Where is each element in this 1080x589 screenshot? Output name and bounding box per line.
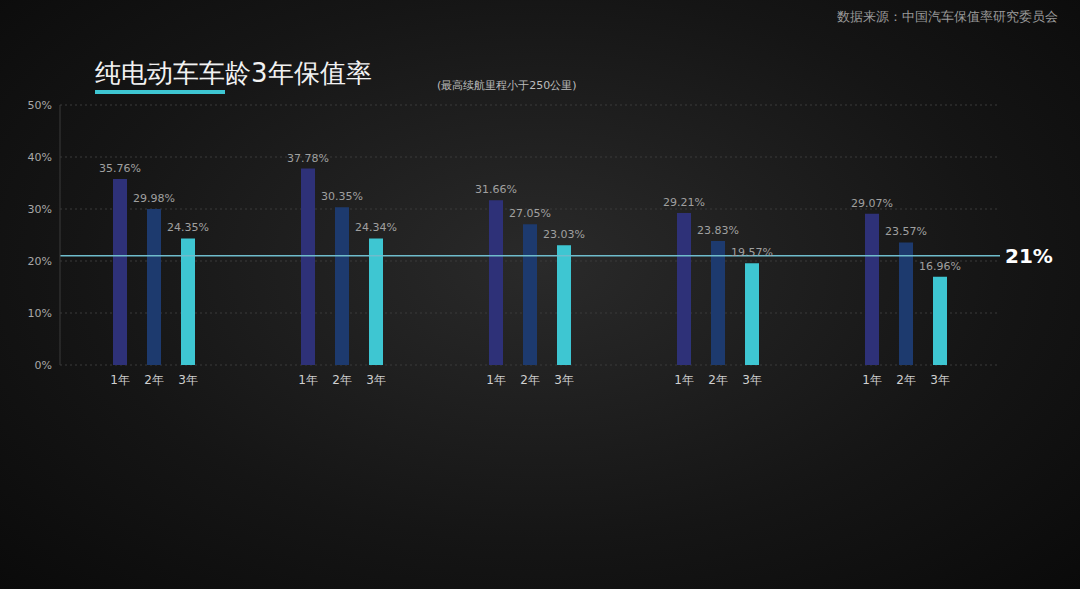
- svg-text:2年: 2年: [332, 373, 352, 387]
- svg-text:1年: 1年: [110, 373, 130, 387]
- svg-text:29.07%: 29.07%: [851, 197, 893, 210]
- svg-text:23.03%: 23.03%: [543, 228, 585, 241]
- svg-text:20%: 20%: [28, 255, 52, 268]
- svg-text:3年: 3年: [554, 373, 574, 387]
- svg-text:50%: 50%: [28, 99, 52, 112]
- svg-text:35.76%: 35.76%: [99, 162, 141, 175]
- svg-text:1年: 1年: [862, 373, 882, 387]
- svg-text:3年: 3年: [178, 373, 198, 387]
- svg-text:31.66%: 31.66%: [475, 183, 517, 196]
- svg-text:2年: 2年: [144, 373, 164, 387]
- svg-text:27.05%: 27.05%: [509, 207, 551, 220]
- svg-text:30.35%: 30.35%: [321, 190, 363, 203]
- html-text:数据来源：中国汽车保值率研究委员会: 数据来源：中国汽车保值率研究委员会: [837, 9, 1058, 24]
- svg-text:21%: 21%: [1005, 244, 1053, 268]
- svg-text:2年: 2年: [520, 373, 540, 387]
- svg-text:1年: 1年: [674, 373, 694, 387]
- svg-text:3年: 3年: [366, 373, 386, 387]
- svg-text:3年: 3年: [930, 373, 950, 387]
- svg-text:24.34%: 24.34%: [355, 221, 397, 234]
- svg-text:23.57%: 23.57%: [885, 225, 927, 238]
- svg-text:23.83%: 23.83%: [697, 224, 739, 237]
- svg-text:10%: 10%: [28, 307, 52, 320]
- svg-text:40%: 40%: [28, 151, 52, 164]
- svg-text:29.21%: 29.21%: [663, 196, 705, 209]
- svg-text:29.98%: 29.98%: [133, 192, 175, 205]
- svg-text:19.57%: 19.57%: [731, 246, 773, 259]
- svg-text:1年: 1年: [298, 373, 318, 387]
- svg-text:2年: 2年: [896, 373, 916, 387]
- svg-text:1年: 1年: [486, 373, 506, 387]
- html-text:纯电动车车龄3年保值率: 纯电动车车龄3年保值率: [95, 58, 372, 88]
- svg-text:37.78%: 37.78%: [287, 152, 329, 165]
- svg-text:30%: 30%: [28, 203, 52, 216]
- svg-text:24.35%: 24.35%: [167, 221, 209, 234]
- svg-text:3年: 3年: [742, 373, 762, 387]
- html-text:(最高续航里程小于250公里): (最高续航里程小于250公里): [437, 79, 577, 92]
- svg-text:0%: 0%: [35, 359, 52, 372]
- svg-text:16.96%: 16.96%: [919, 260, 961, 273]
- svg-text:2年: 2年: [708, 373, 728, 387]
